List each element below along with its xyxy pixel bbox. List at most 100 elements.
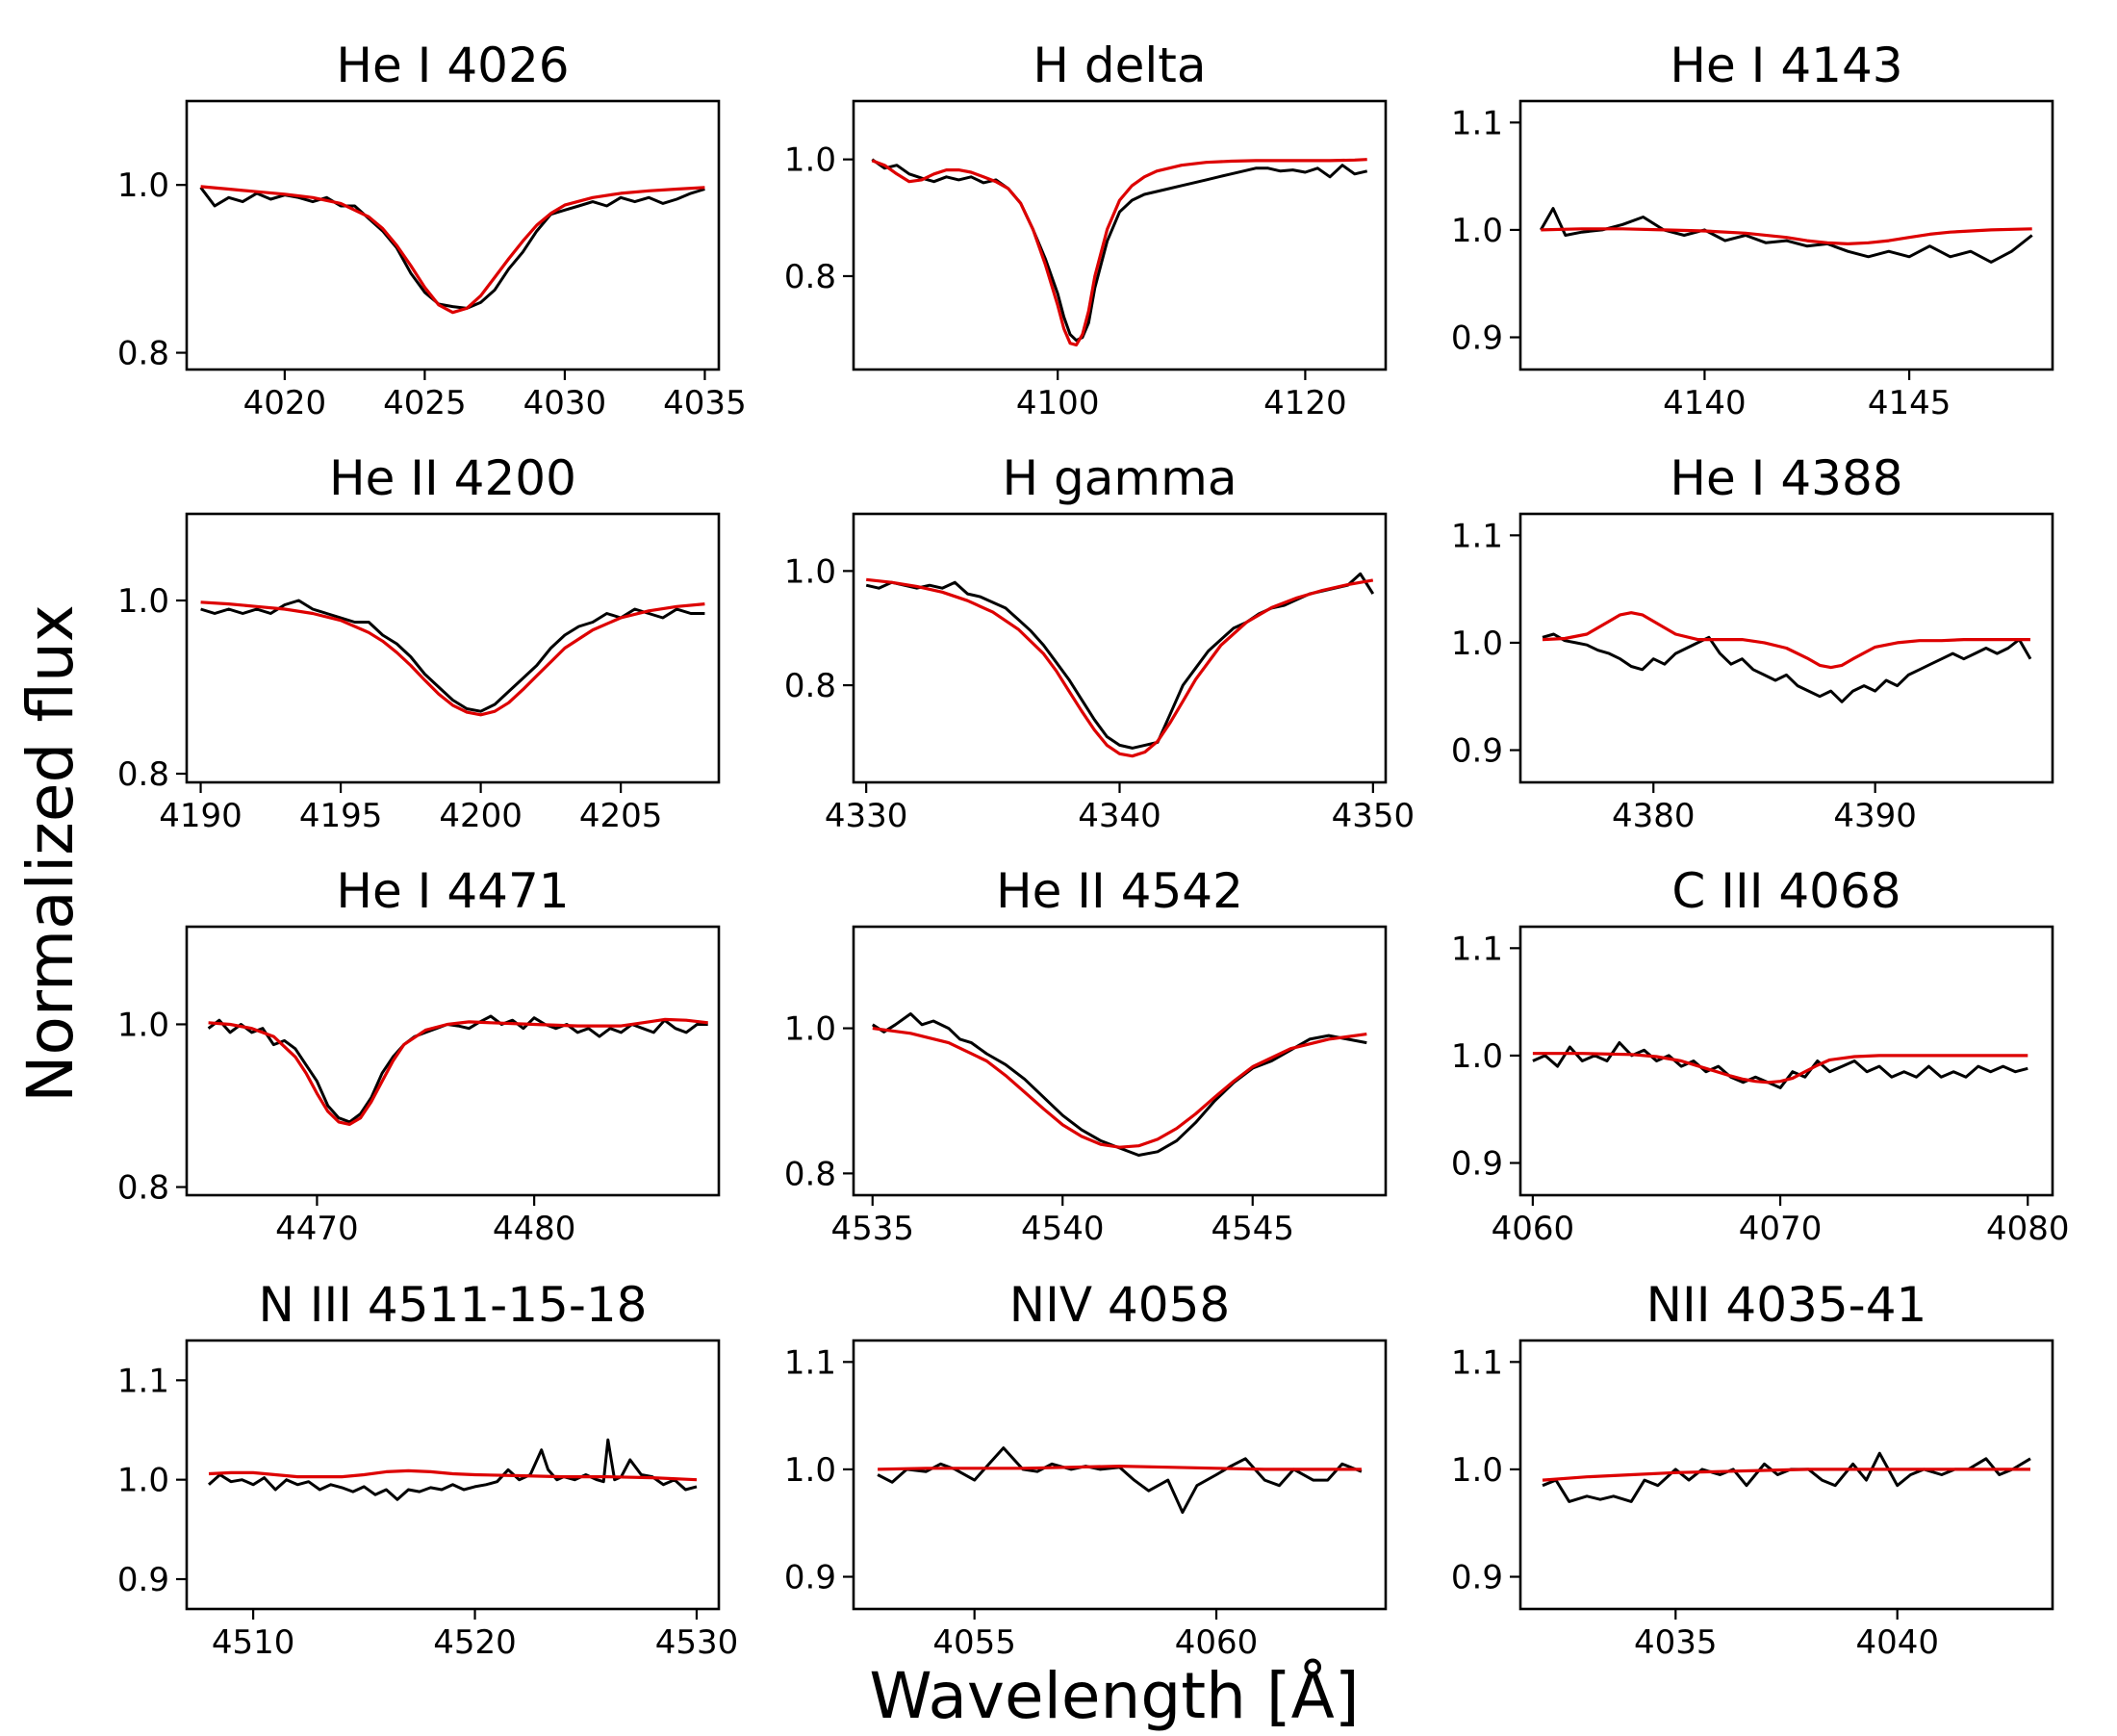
y-tick-label: 1.0 [784, 1451, 836, 1490]
y-tick-label: 0.8 [117, 335, 169, 373]
observed-spectrum-line [1542, 1451, 2031, 1503]
model-fit-line [1532, 1052, 2028, 1085]
x-tick-label: 4070 [1739, 1210, 1823, 1248]
panel-title: NII 4035-41 [1646, 1277, 1927, 1333]
x-tick-label: 4520 [433, 1623, 517, 1662]
axes-frame [185, 99, 721, 371]
x-tick-label: 4535 [830, 1210, 914, 1248]
y-tick-label: 0.9 [784, 1559, 836, 1597]
y-tick-label: 0.9 [117, 1561, 169, 1599]
x-tick-label: 4025 [383, 384, 467, 422]
panel-title: He II 4200 [329, 450, 576, 506]
x-tick-label: 4080 [1986, 1210, 2070, 1248]
model-fit-line [208, 1468, 698, 1482]
x-tick-label: 4030 [523, 384, 607, 422]
y-tick-label: 1.1 [1451, 930, 1503, 968]
y-tick-label: 1.1 [1451, 1343, 1503, 1382]
y-tick-label: 1.0 [117, 1462, 169, 1500]
x-tick-label: 4035 [1634, 1623, 1718, 1662]
x-tick-label: 4100 [1016, 384, 1100, 422]
panel-title: He I 4026 [336, 38, 569, 93]
y-tick-label: 0.8 [784, 1155, 836, 1193]
x-tick-label: 4040 [1855, 1623, 1939, 1662]
x-tick-label: 4350 [1332, 797, 1416, 835]
model-fit-line [208, 1017, 708, 1127]
x-tick-label: 4060 [1175, 1623, 1259, 1662]
panel-title: He I 4143 [1670, 38, 1902, 93]
model-fit-line [871, 158, 1367, 347]
x-tick-label: 4330 [825, 797, 908, 835]
y-tick-label: 1.0 [1451, 1037, 1503, 1076]
observed-spectrum-line [871, 158, 1368, 343]
panel-title: He II 4542 [996, 863, 1243, 919]
axes-frame [185, 512, 721, 784]
panel-2: H delta 4100 4120 0.8 1.0 [784, 38, 1388, 422]
observed-spectrum-line [877, 1446, 1363, 1515]
axes-frame [852, 925, 1388, 1197]
y-tick-label: 1.0 [784, 1010, 836, 1049]
panel-1: He I 4026 4020 4025 4030 4035 0.8 1.0 [117, 38, 747, 422]
y-tick-label: 1.1 [784, 1343, 836, 1382]
x-tick-label: 4540 [1021, 1210, 1105, 1248]
x-axis-label: Wavelength [Å] [869, 1659, 1359, 1732]
y-tick-label: 0.8 [117, 1169, 169, 1208]
panel-9: C III 4068 4060 4070 4080 0.9 1.0 1.1 [1451, 863, 2070, 1248]
y-tick-label: 0.9 [1451, 732, 1503, 771]
model-fit-line [1542, 1468, 2030, 1482]
y-tick-label: 1.0 [784, 552, 836, 591]
x-tick-label: 4480 [493, 1210, 576, 1248]
axes-frame [1518, 1339, 2054, 1611]
panel-title: H delta [1033, 38, 1206, 93]
x-tick-label: 4195 [299, 797, 383, 835]
x-tick-label: 4200 [439, 797, 523, 835]
y-tick-label: 0.9 [1451, 1559, 1503, 1597]
y-tick-label: 0.8 [784, 667, 836, 705]
x-tick-label: 4510 [212, 1623, 295, 1662]
panel-7: He I 4471 4470 4480 0.8 1.0 [117, 863, 721, 1248]
x-tick-label: 4140 [1663, 384, 1747, 422]
y-tick-label: 0.9 [1451, 1145, 1503, 1184]
axes-frame [1518, 512, 2054, 784]
y-axis-label: Normalized flux [13, 604, 88, 1103]
observed-spectrum-line [208, 1438, 698, 1501]
observed-spectrum-line [207, 1014, 708, 1124]
x-tick-label: 4380 [1612, 797, 1696, 835]
observed-spectrum-line [871, 1012, 1367, 1157]
panel-8: He II 4542 4535 4540 4545 0.8 1.0 [784, 863, 1388, 1248]
x-tick-label: 4190 [159, 797, 242, 835]
y-tick-label: 1.0 [1451, 1451, 1503, 1490]
y-tick-label: 1.0 [784, 141, 836, 180]
y-tick-label: 1.1 [117, 1362, 169, 1400]
y-tick-label: 1.1 [1451, 517, 1503, 555]
y-tick-label: 1.0 [117, 166, 169, 205]
x-tick-label: 4055 [932, 1623, 1016, 1662]
panel-title: He I 4388 [1670, 450, 1902, 506]
panel-title: NIV 4058 [1009, 1277, 1231, 1333]
axes-frame [852, 99, 1388, 371]
panel-12: NII 4035-41 4035 4040 0.9 1.0 1.1 [1451, 1277, 2054, 1662]
x-tick-label: 4205 [579, 797, 663, 835]
panel-10: N III 4511-15-18 4510 4520 4530 0.9 1.0 1.1 [117, 1277, 738, 1662]
axes-frame [185, 1339, 721, 1611]
x-tick-label: 4390 [1833, 797, 1917, 835]
x-tick-label: 4020 [243, 384, 327, 422]
observed-spectrum-line [1532, 1041, 2028, 1089]
y-tick-label: 1.0 [1451, 212, 1503, 250]
y-tick-label: 1.0 [1451, 625, 1503, 663]
model-fit-line [878, 1464, 1362, 1471]
panel-6: He I 4388 4380 4390 0.9 1.0 1.1 [1451, 450, 2054, 835]
axes-frame [852, 1339, 1388, 1611]
panel-4: He II 4200 4190 4195 4200 4205 0.8 1.0 [117, 450, 721, 835]
model-fit-line [1541, 227, 2032, 245]
y-tick-label: 0.9 [1451, 319, 1503, 358]
observed-spectrum-line [1542, 632, 2032, 703]
x-tick-label: 4545 [1211, 1210, 1294, 1248]
x-tick-label: 4060 [1492, 1210, 1575, 1248]
observed-spectrum-line [1539, 207, 2033, 264]
x-tick-label: 4530 [655, 1623, 739, 1662]
x-tick-label: 4035 [663, 384, 747, 422]
x-tick-label: 4340 [1078, 797, 1161, 835]
model-fit-line [866, 577, 1374, 758]
y-tick-label: 0.8 [117, 755, 169, 794]
